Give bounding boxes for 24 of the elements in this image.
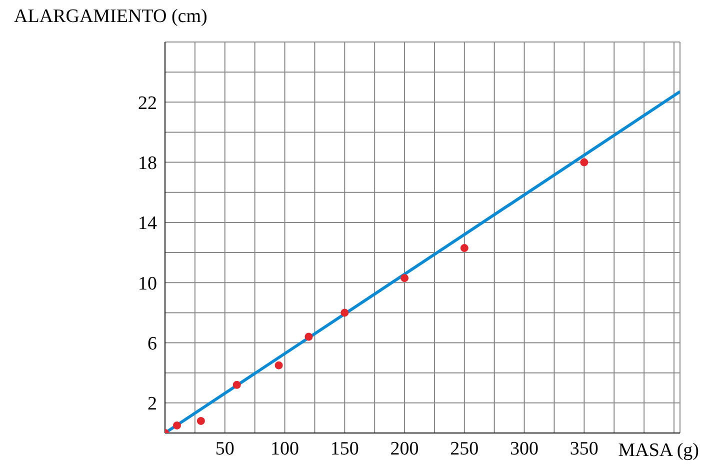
- x-axis-title: MASA (g): [618, 440, 699, 462]
- x-tick-label: 100: [270, 438, 300, 460]
- point: [340, 308, 349, 317]
- point: [460, 244, 468, 252]
- point: [274, 361, 283, 370]
- x-tick-label: 50: [215, 438, 234, 460]
- x-tick-label: 200: [390, 438, 419, 460]
- x-tick-label: 300: [510, 438, 539, 460]
- y-tick-label: 2: [148, 394, 157, 415]
- x-tick-label: 150: [330, 438, 359, 460]
- y-tick-label: 14: [138, 213, 158, 234]
- y-tick-label: 22: [138, 92, 157, 114]
- y-tick-label: 18: [138, 153, 157, 174]
- point: [172, 421, 181, 430]
- point: [400, 274, 409, 282]
- y-tick-label: 10: [138, 273, 157, 294]
- point: [580, 158, 588, 166]
- y-tick-label: 6: [148, 334, 157, 355]
- point: [304, 332, 313, 341]
- point: [232, 380, 241, 389]
- x-tick-label: 350: [570, 438, 598, 460]
- point: [196, 416, 205, 425]
- x-tick-label: 250: [450, 438, 479, 460]
- y-axis-title: ALARGAMIENTO (cm): [14, 6, 208, 28]
